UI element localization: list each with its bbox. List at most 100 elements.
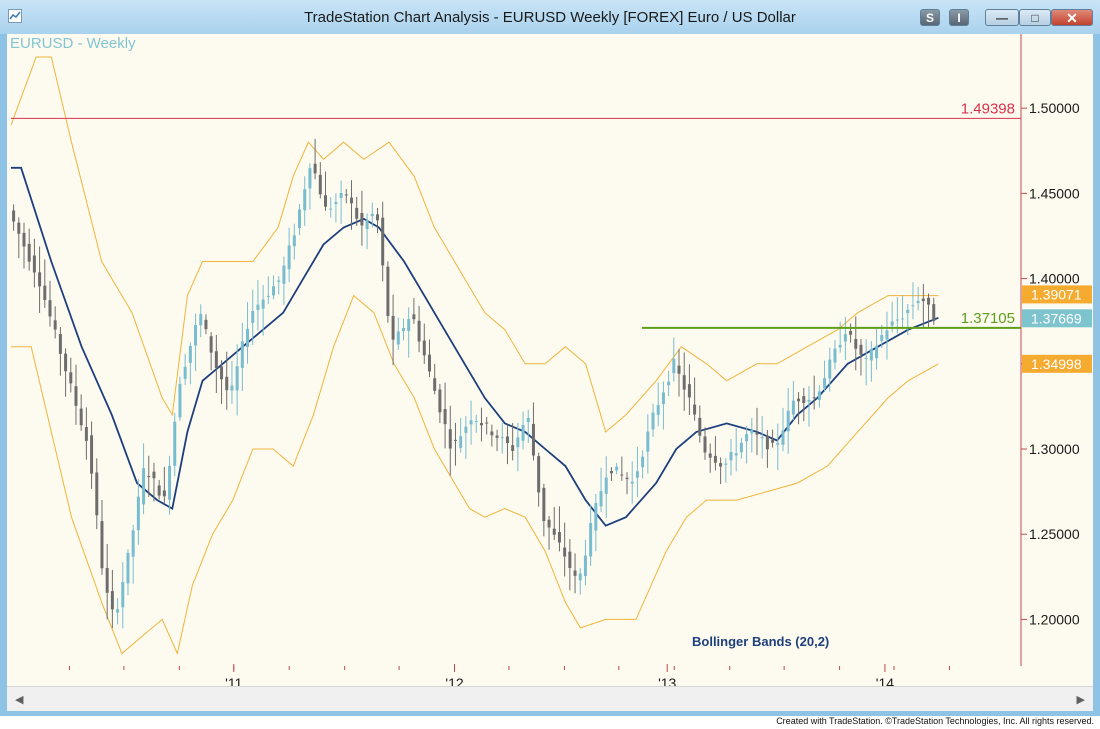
candle-body — [401, 327, 405, 332]
candle-body — [823, 378, 827, 389]
chart-area[interactable]: EURUSD - Weekly 1.49398 1.37105 1.20000 1.… — [7, 34, 1093, 691]
candle-body — [173, 421, 177, 466]
candle-body — [667, 381, 671, 386]
candle-body — [235, 366, 239, 391]
candle-body — [859, 344, 863, 355]
candle-body — [615, 466, 619, 471]
candle-body — [817, 391, 821, 400]
candle-body — [750, 429, 754, 434]
candle-body — [209, 336, 213, 353]
footer-credit: Created with TradeStation. ©TradeStation… — [776, 716, 1094, 726]
middle-band-line — [11, 166, 939, 527]
candle-body — [464, 426, 468, 433]
candle-body — [230, 385, 234, 391]
candle-body — [22, 232, 26, 247]
candle-body — [277, 280, 281, 282]
candle-body — [90, 435, 94, 474]
candle-body — [807, 399, 811, 402]
candle-body — [69, 372, 73, 384]
candle-body — [490, 431, 494, 436]
candle-body — [261, 299, 265, 309]
candle-body — [880, 335, 884, 341]
candle-body — [162, 490, 166, 497]
price-marker-label: 1.34998 — [1031, 356, 1082, 372]
candle-body — [500, 437, 504, 439]
candle-body — [625, 477, 629, 480]
candle-body — [849, 330, 853, 335]
candle-body — [370, 213, 374, 217]
s-button[interactable]: S — [920, 9, 940, 26]
candle-body — [188, 345, 192, 363]
candle-body — [838, 344, 842, 348]
minimize-button[interactable]: — — [985, 9, 1019, 26]
x-tick-label: '13 — [658, 675, 676, 686]
candle-body — [53, 320, 57, 330]
candle-body — [100, 521, 104, 569]
candle-body — [344, 194, 348, 196]
candle-body — [755, 432, 759, 435]
candle-body — [563, 547, 567, 557]
candle-body — [95, 472, 99, 516]
scroll-left-icon[interactable]: ◀ — [15, 694, 24, 706]
candle-body — [422, 340, 426, 356]
candle-body — [350, 197, 354, 204]
candle-body — [854, 338, 858, 349]
candle-body — [713, 455, 717, 463]
candle-body — [479, 422, 483, 426]
candle-body — [511, 445, 515, 451]
candle-body — [412, 314, 416, 320]
candle-body — [869, 348, 873, 361]
candle-body — [152, 471, 156, 479]
candle-body — [386, 266, 390, 316]
candle-body — [547, 519, 551, 528]
candle-body — [760, 436, 764, 439]
candle-body — [121, 582, 125, 608]
i-button[interactable]: I — [949, 9, 969, 26]
candle-body — [672, 359, 676, 374]
y-tick-label: 1.45000 — [1029, 185, 1080, 201]
x-tick-label: '11 — [225, 675, 242, 686]
horizontal-scrollbar[interactable]: ◀ ▶ — [7, 686, 1093, 711]
footer: Created with TradeStation. ©TradeStation… — [0, 716, 1100, 729]
candle-body — [157, 485, 161, 496]
candle-body — [661, 392, 665, 405]
candle-body — [703, 436, 707, 453]
chart-svg[interactable]: EURUSD - Weekly 1.49398 1.37105 1.20000 1.… — [7, 34, 1093, 691]
title-bar[interactable]: TradeStation Chart Analysis - EURUSD Wee… — [0, 0, 1100, 34]
candle-body — [355, 207, 359, 219]
candle-body — [719, 463, 723, 467]
candle-body — [313, 163, 317, 174]
candle-body — [427, 354, 431, 372]
candle-body — [266, 295, 270, 297]
candle-body — [329, 208, 333, 210]
scroll-right-icon[interactable]: ▶ — [1076, 694, 1085, 706]
close-button[interactable]: ✕ — [1051, 9, 1093, 26]
lower-band-line — [11, 294, 939, 656]
x-tick-label: '12 — [445, 675, 463, 686]
candle-body — [516, 437, 520, 448]
price-marker-label: 1.37669 — [1031, 310, 1082, 326]
candle-body — [708, 453, 712, 458]
candle-body — [875, 346, 879, 359]
candle-body — [251, 311, 255, 323]
candle-body — [521, 424, 525, 441]
candle-body — [552, 528, 556, 535]
candle-body — [417, 320, 421, 342]
candle-body — [698, 417, 702, 436]
candle-body — [797, 398, 801, 402]
candle-body — [604, 477, 608, 494]
candle-body — [375, 214, 379, 221]
candle-body — [927, 297, 931, 305]
candle-body — [220, 366, 224, 380]
candle-body — [287, 245, 291, 270]
candle-body — [609, 470, 613, 474]
window-title: TradeStation Chart Analysis - EURUSD Wee… — [304, 9, 796, 26]
candle-body — [635, 471, 639, 478]
maximize-button[interactable]: □ — [1019, 9, 1051, 26]
candle-body — [745, 433, 749, 442]
candle-body — [932, 304, 936, 322]
candle-body — [110, 591, 114, 610]
candle-body — [334, 202, 338, 204]
upper-band-line — [10, 56, 939, 433]
